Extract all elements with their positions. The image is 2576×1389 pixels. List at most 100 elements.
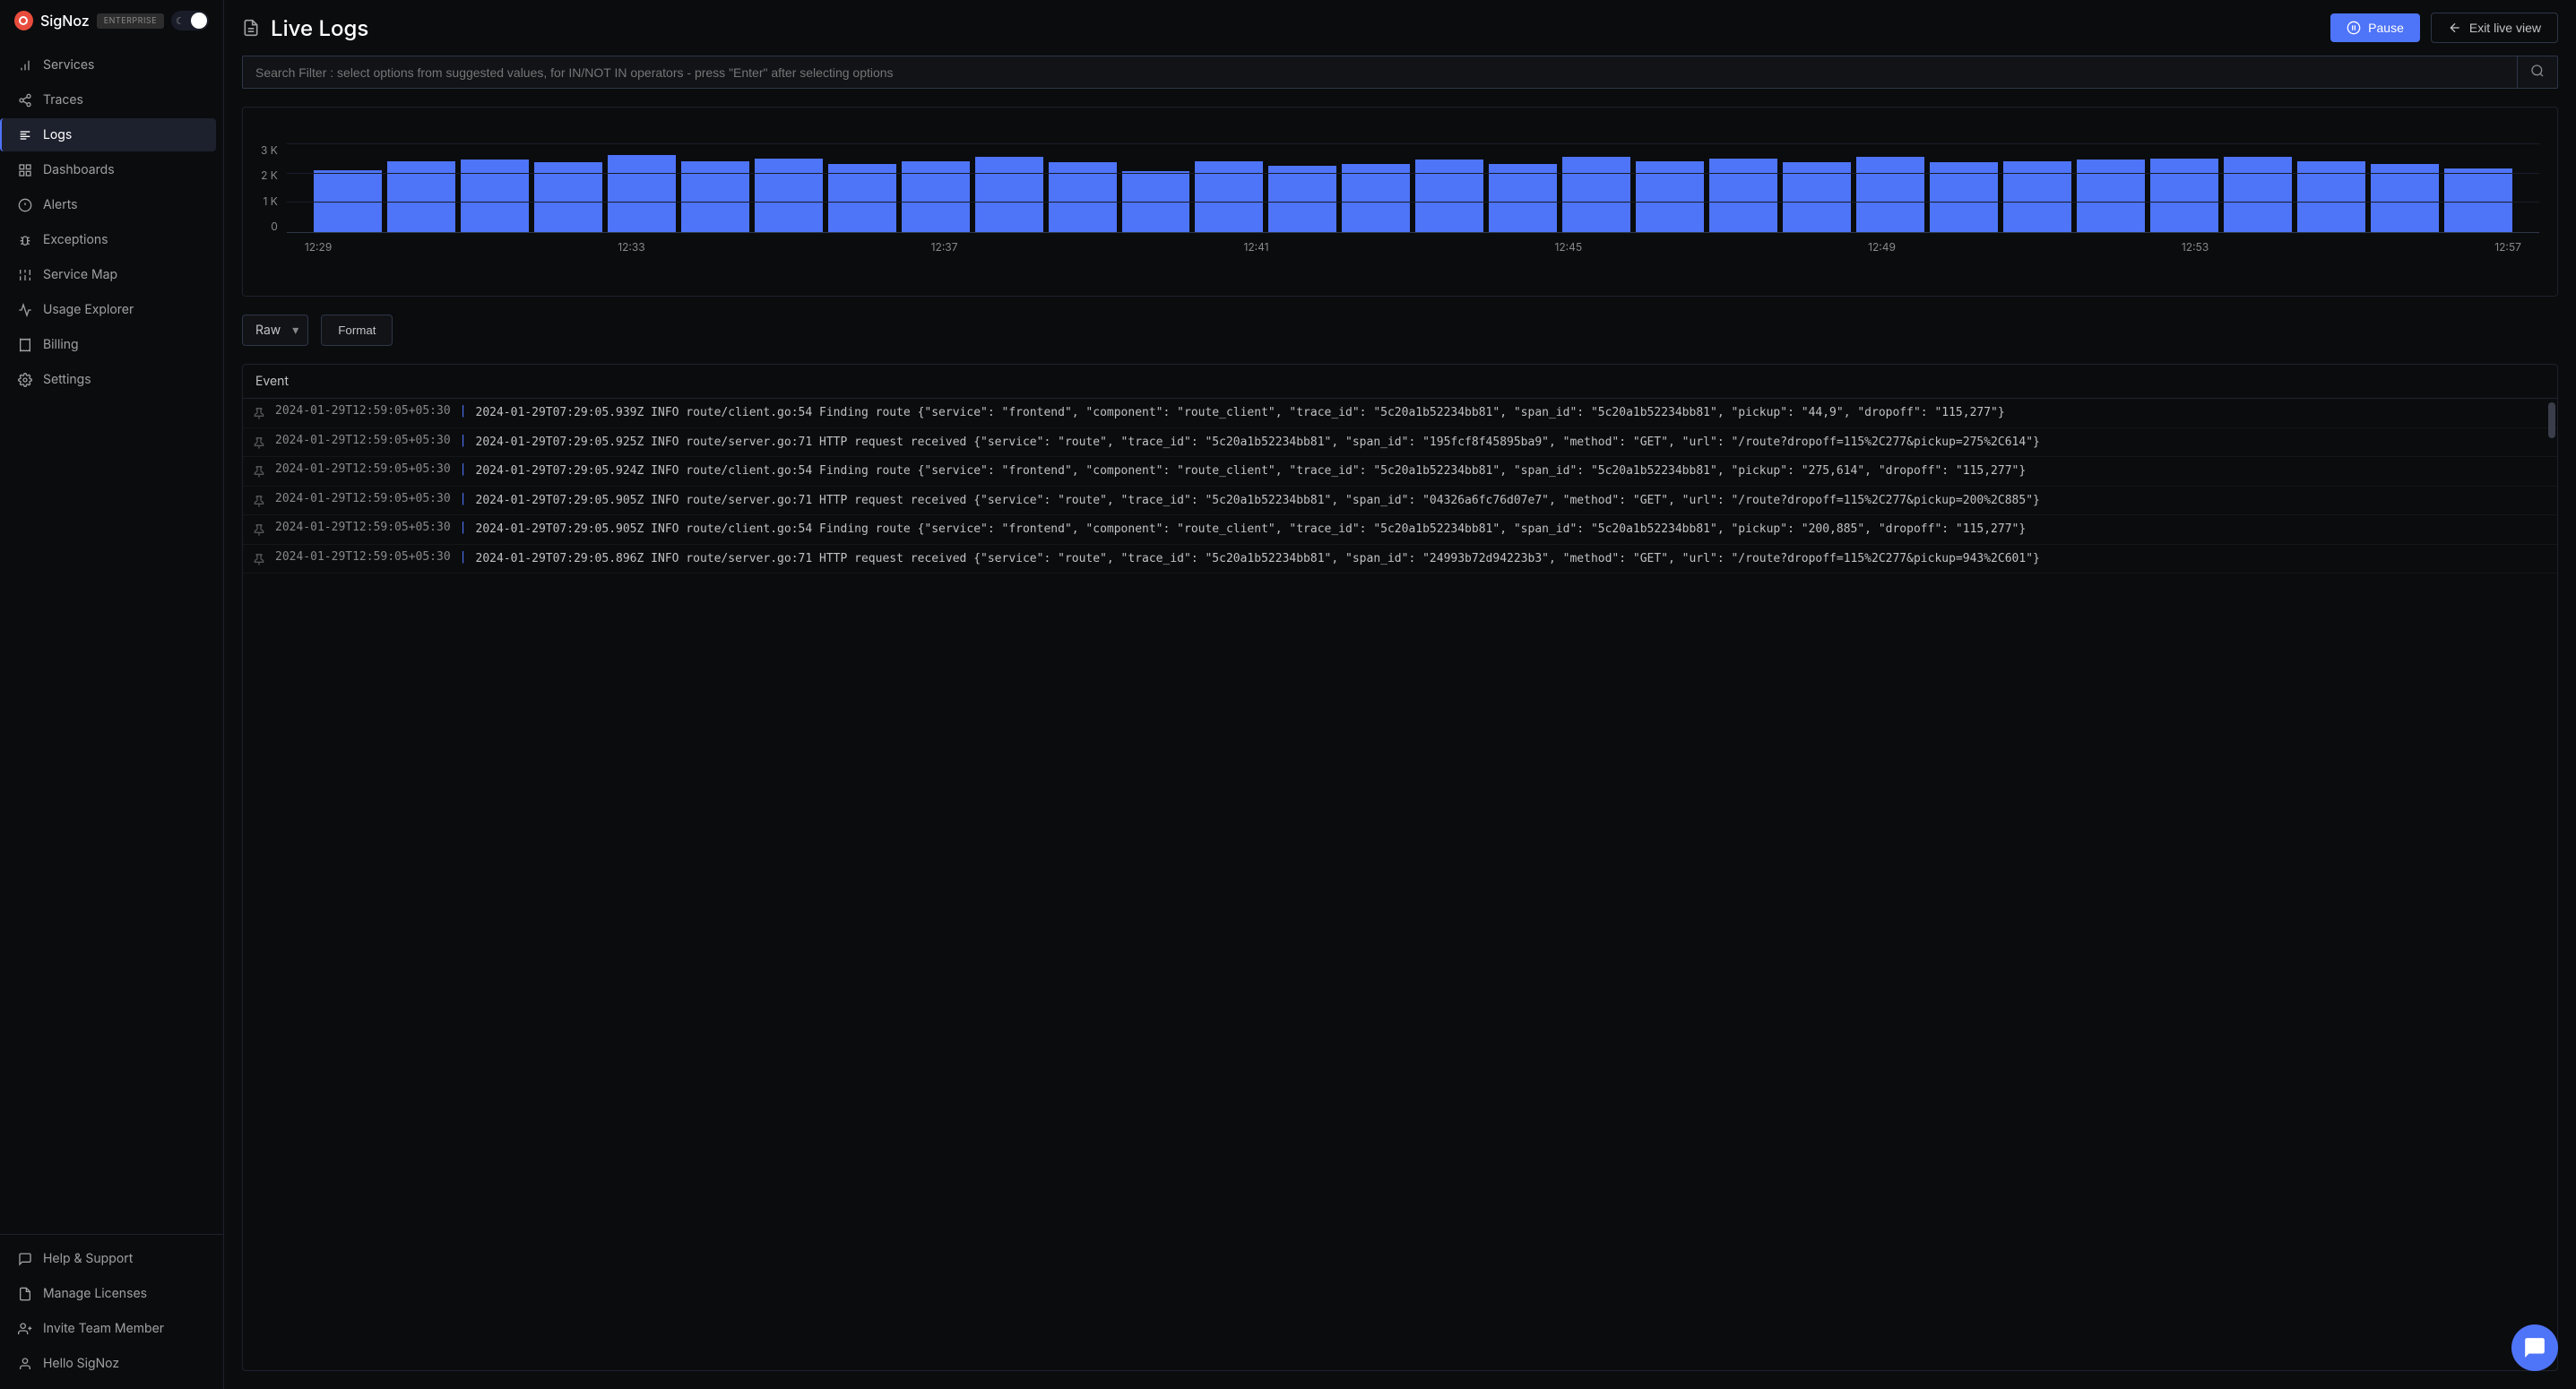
user-plus-icon — [18, 1322, 32, 1336]
pin-icon[interactable] — [252, 436, 266, 450]
chart-area: 12:2912:3312:3712:4112:4512:4912:5312:57 — [287, 143, 2539, 278]
sidebar-item-help-support[interactable]: Help & Support — [7, 1242, 216, 1275]
sidebar-item-manage-licenses[interactable]: Manage Licenses — [7, 1277, 216, 1310]
page-header: Live Logs Pause Exit live view — [224, 0, 2576, 56]
sidebar-item-label: Alerts — [43, 197, 78, 212]
sidebar-item-label: Services — [43, 57, 94, 73]
chat-fab[interactable] — [2511, 1324, 2558, 1371]
log-timestamp: 2024-01-29T12:59:05+05:30 — [275, 550, 451, 564]
chart-bar[interactable] — [828, 164, 896, 232]
log-timestamp: 2024-01-29T12:59:05+05:30 — [275, 404, 451, 418]
chart-bar[interactable] — [1562, 157, 1630, 232]
chart-bar[interactable] — [2371, 164, 2439, 232]
logs-table: Event 2024-01-29T12:59:05+05:30|2024-01-… — [242, 364, 2558, 1371]
chart-bar[interactable] — [2150, 159, 2218, 233]
bar-chart: 3 K2 K1 K0 12:2912:3312:3712:4112:4512:4… — [261, 143, 2539, 278]
view-controls: Raw Format — [242, 315, 2558, 346]
pin-icon[interactable] — [252, 522, 266, 537]
sidebar-item-label: Help & Support — [43, 1251, 133, 1266]
log-body: 2024-01-29T07:29:05.905Z INFO route/serv… — [476, 492, 2040, 510]
log-separator: | — [460, 492, 467, 505]
chart-bar[interactable] — [1489, 164, 1557, 232]
x-tick: 12:49 — [1868, 240, 1896, 254]
log-row[interactable]: 2024-01-29T12:59:05+05:30 | 2024-01-29T07:… — [243, 457, 2557, 487]
log-separator: | — [460, 404, 467, 418]
log-body: 2024-01-29T07:29:05.896Z INFO route/serv… — [476, 550, 2040, 568]
log-timestamp: 2024-01-29T12:59:05+05:30 — [275, 462, 451, 476]
sidebar-item-settings[interactable]: Settings — [7, 363, 216, 396]
sidebar-item-billing[interactable]: Billing — [7, 328, 216, 361]
toggle-knob — [191, 13, 207, 29]
sidebar-item-label: Hello SigNoz — [43, 1356, 119, 1371]
chart-panel: 3 K2 K1 K0 12:2912:3312:3712:4112:4512:4… — [242, 107, 2558, 297]
chart-bar[interactable] — [2444, 168, 2512, 232]
sidebar-item-alerts[interactable]: Alerts — [7, 188, 216, 221]
sidebar-item-service-map[interactable]: Service Map — [7, 258, 216, 291]
logo-icon — [14, 11, 33, 30]
sidebar-item-label: Billing — [43, 337, 79, 352]
log-body: 2024-01-29T07:29:05.925Z INFO route/serv… — [476, 434, 2040, 452]
sidebar-item-label: Manage Licenses — [43, 1286, 147, 1301]
chart-bar[interactable] — [2077, 160, 2145, 232]
exit-button[interactable]: Exit live view — [2431, 13, 2558, 43]
sidebar-item-label: Logs — [43, 127, 72, 142]
sidebar-item-label: Invite Team Member — [43, 1321, 164, 1336]
search-icon — [2530, 64, 2545, 78]
x-tick: 12:45 — [1554, 240, 1582, 254]
format-button[interactable]: Format — [321, 315, 393, 346]
sidebar-item-traces[interactable]: Traces — [7, 83, 216, 116]
log-timestamp: 2024-01-29T12:59:05+05:30 — [275, 434, 451, 447]
log-row[interactable]: 2024-01-29T12:59:05+05:30|2024-01-29T07:… — [243, 399, 2557, 428]
pin-icon[interactable] — [252, 494, 266, 508]
log-row[interactable]: 2024-01-29T12:59:05+05:30|2024-01-29T07:… — [243, 515, 2557, 545]
pin-icon[interactable] — [252, 464, 266, 479]
log-row[interactable]: 2024-01-29T12:59:05+05:30|2024-01-29T07:… — [243, 487, 2557, 516]
share-icon — [18, 93, 32, 108]
pin-icon[interactable] — [252, 406, 266, 420]
chart-bar[interactable] — [1415, 160, 1483, 232]
log-row[interactable]: 2024-01-29T12:59:05+05:30 | 2024-01-29T07:… — [243, 545, 2557, 574]
chart-bar[interactable] — [1709, 159, 1777, 233]
x-tick: 12:29 — [305, 240, 332, 254]
sidebar-item-services[interactable]: Services — [7, 48, 216, 82]
sidebar-item-usage-explorer[interactable]: Usage Explorer — [7, 293, 216, 326]
log-body: 2024-01-29T07:29:05.924Z INFO route/clie… — [476, 462, 2027, 480]
log-row[interactable]: 2024-01-29T12:59:05+05:30|2024-01-29T07:… — [243, 428, 2557, 458]
pin-icon[interactable] — [252, 552, 266, 566]
sidebar-item-label: Traces — [43, 92, 83, 108]
content-area: 3 K2 K1 K0 12:2912:3312:3712:4112:4512:4… — [224, 56, 2576, 1389]
chart-bar[interactable] — [1268, 166, 1336, 232]
file-icon — [242, 19, 260, 37]
log-separator: | — [460, 462, 467, 476]
chart-bar[interactable] — [975, 157, 1043, 232]
sidebar-item-logs[interactable]: Logs — [0, 118, 216, 151]
sliders-icon — [18, 268, 32, 282]
sidebar-item-label: Service Map — [43, 267, 117, 282]
chart-bar[interactable] — [608, 155, 676, 232]
chart-bar[interactable] — [755, 159, 823, 233]
y-axis: 3 K2 K1 K0 — [261, 143, 287, 233]
chart-bar[interactable] — [1856, 157, 1924, 232]
main-nav: Services Traces Logs Dashboards Alerts Except… — [0, 41, 223, 1234]
chart-bar[interactable] — [461, 160, 529, 232]
chart-bar[interactable] — [1342, 164, 1410, 232]
log-separator: | — [460, 550, 467, 564]
sidebar-item-invite-team-member[interactable]: Invite Team Member — [7, 1312, 216, 1345]
sidebar-header: SigNoz ENTERPRISE ☾ — [0, 0, 223, 41]
theme-toggle[interactable]: ☾ — [171, 11, 209, 30]
sidebar-item-label: Usage Explorer — [43, 302, 134, 317]
search-input[interactable] — [242, 56, 2518, 89]
view-mode-dropdown[interactable]: Raw — [242, 315, 308, 346]
logs-body[interactable]: 2024-01-29T12:59:05+05:30 | 2024-01-29T07:… — [243, 399, 2557, 1370]
sidebar-item-label: Exceptions — [43, 232, 108, 247]
user-icon — [18, 1357, 32, 1371]
sidebar-item-exceptions[interactable]: Exceptions — [7, 223, 216, 256]
pause-button[interactable]: Pause — [2330, 13, 2420, 42]
exit-label: Exit live view — [2469, 21, 2541, 35]
chart-bar[interactable] — [2224, 157, 2292, 232]
sidebar-item-dashboards[interactable]: Dashboards — [7, 153, 216, 186]
scrollbar[interactable] — [2548, 402, 2555, 438]
search-button[interactable] — [2518, 56, 2558, 89]
sidebar-item-hello-signoz[interactable]: Hello SigNoz — [7, 1347, 216, 1380]
activity-icon — [18, 303, 32, 317]
